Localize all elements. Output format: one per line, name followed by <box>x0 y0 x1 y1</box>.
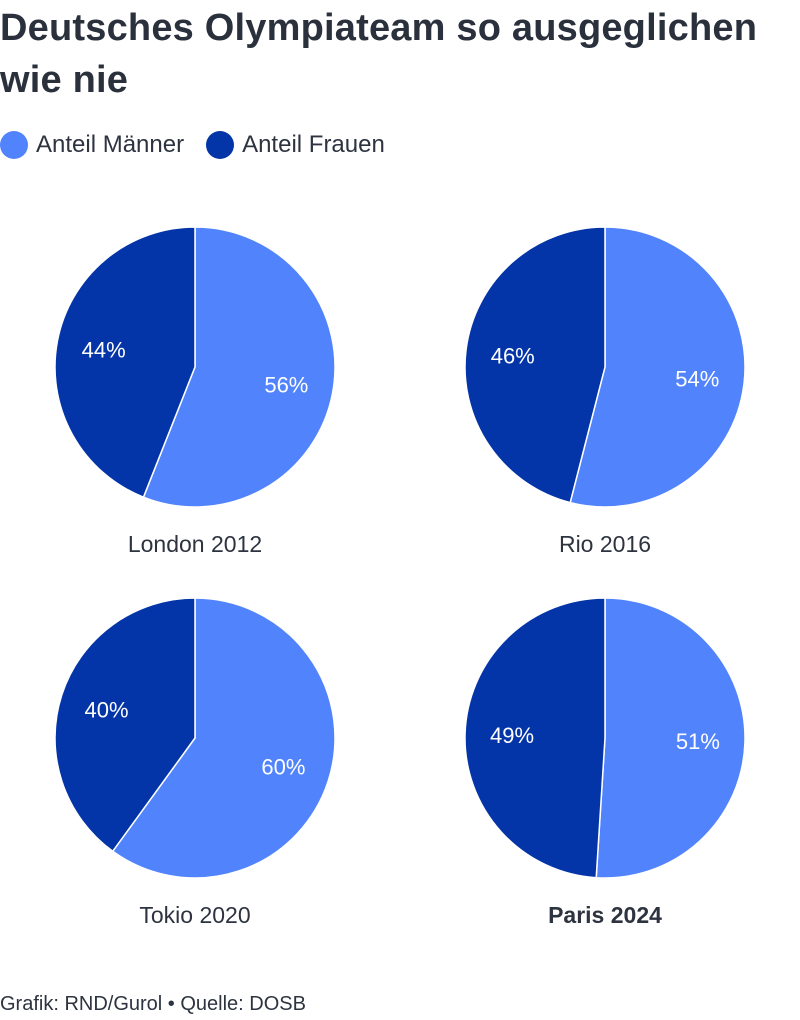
legend: Anteil Männer Anteil Frauen <box>0 130 407 160</box>
pie-title-tokio-2020: Tokio 2020 <box>139 902 250 928</box>
pie-label-london-2012-frauen: 44% <box>82 338 126 363</box>
legend-label-frauen: Anteil Frauen <box>242 131 385 158</box>
legend-label-maenner: Anteil Männer <box>36 131 185 158</box>
legend-item-frauen: Anteil Frauen <box>206 131 385 159</box>
pie-slice-rio-2016-maenner <box>569 226 746 508</box>
pie-slice-tokio-2020-maenner <box>111 597 336 879</box>
pie-slice-paris-2024-maenner <box>595 597 746 879</box>
pie-slice-tokio-2020-frauen <box>54 597 196 853</box>
pie-label-rio-2016-maenner: 54% <box>675 367 719 392</box>
legend-swatch-frauen <box>206 131 235 159</box>
pie-charts: 56% 44% London 2012 54% 46% Rio 2016 60% 40% Tok… <box>54 226 746 928</box>
pie-label-london-2012-maenner: 56% <box>264 372 308 397</box>
footer-source: Grafik: RND/Gurol • Quelle: DOSB <box>0 993 306 1015</box>
chart-title: Deutsches Olympiateam so ausgeglichen wi… <box>0 7 758 101</box>
pie-title-paris-2024: Paris 2024 <box>548 902 662 928</box>
legend-item-maenner: Anteil Männer <box>0 131 184 159</box>
pie-slice-paris-2024-frauen <box>464 597 606 879</box>
pie-label-tokio-2020-frauen: 40% <box>85 697 129 722</box>
pie-label-tokio-2020-maenner: 60% <box>261 755 305 780</box>
pie-slice-london-2012-frauen <box>54 226 196 499</box>
pie-slice-london-2012-maenner <box>142 226 336 508</box>
pie-label-rio-2016-frauen: 46% <box>491 343 535 368</box>
pie-label-paris-2024-frauen: 49% <box>490 723 534 748</box>
pie-title-rio-2016: Rio 2016 <box>559 531 651 557</box>
pie-title-london-2012: London 2012 <box>128 531 262 557</box>
pie-label-paris-2024-maenner: 51% <box>676 729 720 754</box>
pie-slice-rio-2016-frauen <box>464 226 606 504</box>
legend-swatch-maenner <box>0 131 28 159</box>
